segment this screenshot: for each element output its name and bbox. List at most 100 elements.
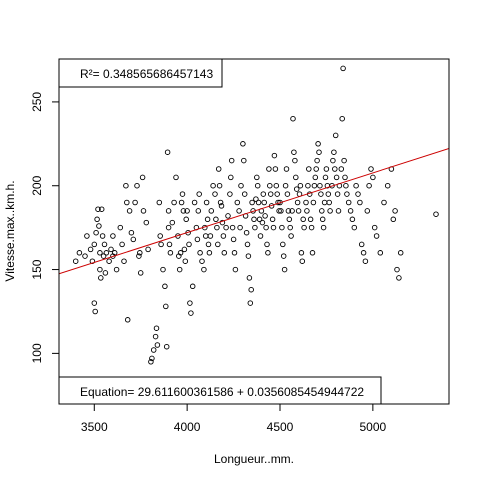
data-point bbox=[306, 166, 312, 172]
y-axis: 100 150 200 250 bbox=[30, 92, 60, 363]
plot-frame bbox=[58, 58, 450, 405]
data-point bbox=[300, 216, 306, 223]
data-point bbox=[315, 141, 321, 147]
data-point bbox=[353, 182, 359, 189]
data-point bbox=[167, 250, 174, 256]
equation-box: Equation= 29.611600361586 + 0.0356085454… bbox=[58, 376, 382, 405]
data-point bbox=[156, 199, 163, 206]
data-point bbox=[247, 300, 254, 306]
data-point bbox=[318, 191, 324, 197]
data-point bbox=[124, 199, 130, 206]
data-point bbox=[236, 208, 242, 214]
data-point bbox=[82, 253, 88, 259]
data-point bbox=[237, 224, 243, 231]
data-point bbox=[264, 241, 270, 248]
y-tick-label: 250 bbox=[30, 92, 44, 112]
data-point bbox=[98, 275, 104, 281]
data-point bbox=[100, 253, 107, 259]
data-point bbox=[103, 250, 110, 256]
data-point bbox=[285, 208, 292, 214]
data-point bbox=[292, 157, 298, 164]
data-point bbox=[140, 208, 147, 214]
data-point bbox=[355, 191, 361, 197]
data-point bbox=[93, 229, 99, 236]
data-point bbox=[343, 182, 349, 189]
data-point bbox=[92, 308, 98, 315]
data-point bbox=[221, 250, 228, 256]
data-point bbox=[219, 219, 226, 226]
data-point bbox=[248, 286, 254, 293]
data-point bbox=[136, 253, 142, 259]
data-point bbox=[241, 191, 248, 197]
data-point bbox=[286, 216, 293, 223]
data-point bbox=[132, 199, 138, 206]
data-point bbox=[279, 224, 285, 231]
data-point bbox=[335, 208, 342, 214]
data-point bbox=[166, 241, 173, 248]
data-point bbox=[191, 199, 198, 206]
data-point bbox=[316, 149, 322, 155]
data-point bbox=[333, 174, 340, 181]
data-point bbox=[165, 208, 172, 214]
data-point bbox=[215, 241, 221, 248]
data-point bbox=[173, 174, 179, 181]
data-point bbox=[251, 216, 257, 223]
data-point bbox=[164, 149, 171, 155]
data-point bbox=[349, 216, 356, 223]
data-point bbox=[259, 219, 266, 226]
data-point bbox=[102, 270, 109, 276]
data-point bbox=[228, 157, 235, 164]
data-point bbox=[178, 199, 185, 206]
data-point bbox=[267, 182, 273, 189]
data-point bbox=[368, 166, 374, 172]
data-point bbox=[341, 157, 347, 164]
y-tick-label: 200 bbox=[30, 175, 44, 195]
data-point bbox=[283, 166, 290, 172]
data-point bbox=[160, 266, 166, 273]
data-point bbox=[101, 241, 108, 248]
data-point bbox=[231, 250, 238, 256]
data-point bbox=[334, 191, 341, 197]
data-point bbox=[111, 250, 118, 256]
data-point bbox=[332, 132, 339, 139]
data-point bbox=[323, 166, 330, 172]
data-point bbox=[182, 258, 189, 264]
data-point bbox=[325, 191, 332, 197]
data-point bbox=[183, 216, 189, 223]
data-point bbox=[384, 182, 391, 189]
data-point bbox=[204, 216, 211, 223]
data-point bbox=[281, 266, 288, 273]
data-point bbox=[165, 224, 172, 231]
data-point bbox=[321, 199, 328, 206]
data-point bbox=[303, 199, 309, 206]
data-point bbox=[128, 229, 135, 236]
data-point bbox=[310, 199, 317, 206]
data-point bbox=[162, 283, 168, 290]
data-point bbox=[220, 233, 227, 239]
data-point bbox=[196, 191, 202, 197]
data-point bbox=[280, 241, 286, 248]
data-point bbox=[153, 325, 160, 331]
data-point bbox=[201, 266, 207, 273]
data-point bbox=[76, 250, 83, 256]
data-point bbox=[394, 266, 400, 273]
data-point bbox=[97, 266, 103, 273]
data-point bbox=[280, 253, 287, 259]
data-point bbox=[373, 233, 380, 239]
data-point bbox=[179, 191, 186, 197]
data-point bbox=[110, 233, 116, 239]
data-point bbox=[152, 333, 159, 340]
data-point bbox=[269, 216, 276, 223]
data-point bbox=[263, 224, 269, 231]
points-layer bbox=[72, 65, 439, 390]
data-point bbox=[238, 182, 244, 189]
data-point bbox=[273, 182, 280, 189]
data-point bbox=[215, 166, 222, 172]
data-point bbox=[186, 241, 192, 248]
x-tick-label: 5000 bbox=[360, 420, 387, 434]
data-point bbox=[298, 250, 305, 256]
data-point bbox=[216, 182, 223, 189]
data-point bbox=[123, 182, 129, 189]
data-point bbox=[308, 224, 315, 231]
data-point bbox=[291, 149, 297, 155]
